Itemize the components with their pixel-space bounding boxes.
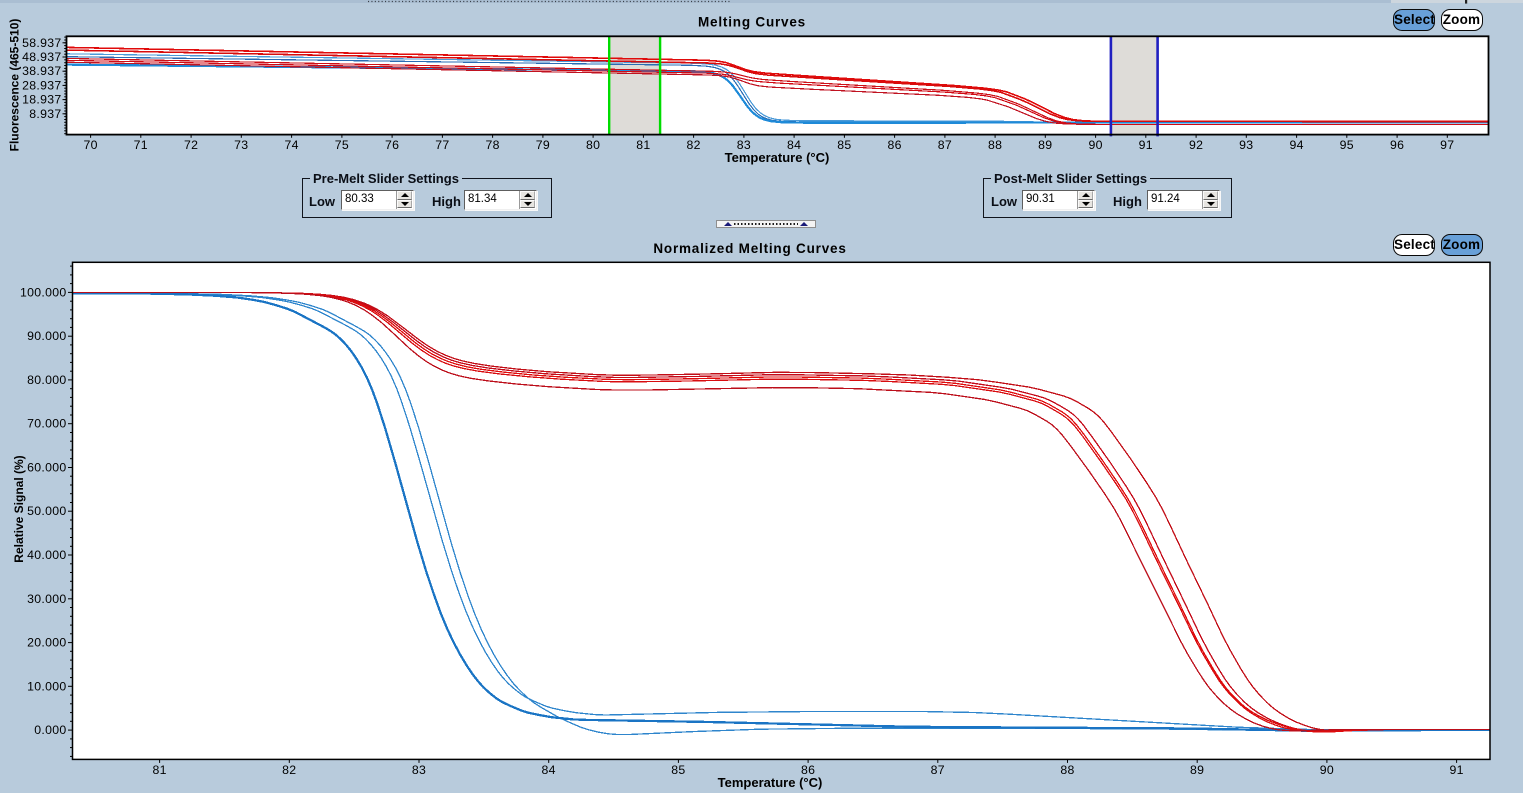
svg-text:58.937: 58.937 xyxy=(22,36,61,50)
svg-text:Temperature (°C): Temperature (°C) xyxy=(725,150,830,165)
svg-text:83: 83 xyxy=(737,138,751,152)
svg-text:79: 79 xyxy=(536,138,550,152)
svg-text:90: 90 xyxy=(1088,138,1102,152)
svg-text:Temperature (°C): Temperature (°C) xyxy=(718,775,823,790)
svg-text:95: 95 xyxy=(1340,138,1354,152)
svg-text:87: 87 xyxy=(931,763,945,777)
svg-text:94: 94 xyxy=(1289,138,1303,152)
svg-text:70.000: 70.000 xyxy=(27,417,66,431)
svg-text:91: 91 xyxy=(1139,138,1153,152)
svg-text:84: 84 xyxy=(787,138,801,152)
svg-text:76: 76 xyxy=(385,138,399,152)
svg-text:28.937: 28.937 xyxy=(22,78,61,92)
svg-text:75: 75 xyxy=(335,138,349,152)
svg-text:Fluorescence (465-510): Fluorescence (465-510) xyxy=(8,19,22,152)
svg-text:82: 82 xyxy=(282,763,296,777)
svg-text:40.000: 40.000 xyxy=(27,548,66,562)
svg-text:91: 91 xyxy=(1449,763,1463,777)
svg-text:81: 81 xyxy=(636,138,650,152)
svg-text:90.000: 90.000 xyxy=(27,329,66,343)
svg-text:96: 96 xyxy=(1390,138,1404,152)
svg-text:77: 77 xyxy=(435,138,449,152)
svg-text:82: 82 xyxy=(686,138,700,152)
svg-text:0.000: 0.000 xyxy=(34,723,66,737)
svg-text:20.000: 20.000 xyxy=(27,636,66,650)
svg-text:74: 74 xyxy=(284,138,298,152)
svg-text:84: 84 xyxy=(542,763,556,777)
svg-text:70: 70 xyxy=(83,138,97,152)
svg-text:97: 97 xyxy=(1440,138,1454,152)
svg-text:78: 78 xyxy=(485,138,499,152)
svg-text:48.937: 48.937 xyxy=(22,50,61,64)
svg-text:72: 72 xyxy=(184,138,198,152)
svg-text:Relative Signal (%): Relative Signal (%) xyxy=(12,455,26,562)
svg-text:88: 88 xyxy=(988,138,1002,152)
svg-text:88: 88 xyxy=(1060,763,1074,777)
svg-text:Melting Curves: Melting Curves xyxy=(698,15,806,30)
svg-text:80.000: 80.000 xyxy=(27,373,66,387)
svg-text:100.000: 100.000 xyxy=(20,285,67,299)
svg-text:18.937: 18.937 xyxy=(22,93,61,107)
svg-text:83: 83 xyxy=(412,763,426,777)
svg-text:30.000: 30.000 xyxy=(27,592,66,606)
svg-text:85: 85 xyxy=(837,138,851,152)
svg-text:80: 80 xyxy=(586,138,600,152)
svg-text:89: 89 xyxy=(1190,763,1204,777)
svg-text:86: 86 xyxy=(801,763,815,777)
svg-text:8.937: 8.937 xyxy=(29,107,61,121)
svg-text:50.000: 50.000 xyxy=(27,504,66,518)
svg-text:87: 87 xyxy=(938,138,952,152)
svg-text:73: 73 xyxy=(234,138,248,152)
svg-text:93: 93 xyxy=(1239,138,1253,152)
svg-text:89: 89 xyxy=(1038,138,1052,152)
svg-text:71: 71 xyxy=(134,138,148,152)
svg-text:60.000: 60.000 xyxy=(27,461,66,475)
svg-text:10.000: 10.000 xyxy=(27,679,66,693)
svg-text:38.937: 38.937 xyxy=(22,64,61,78)
svg-text:85: 85 xyxy=(671,763,685,777)
svg-text:86: 86 xyxy=(887,138,901,152)
svg-text:Normalized Melting Curves: Normalized Melting Curves xyxy=(653,241,846,256)
svg-text:92: 92 xyxy=(1189,138,1203,152)
svg-text:81: 81 xyxy=(152,763,166,777)
svg-text:90: 90 xyxy=(1320,763,1334,777)
